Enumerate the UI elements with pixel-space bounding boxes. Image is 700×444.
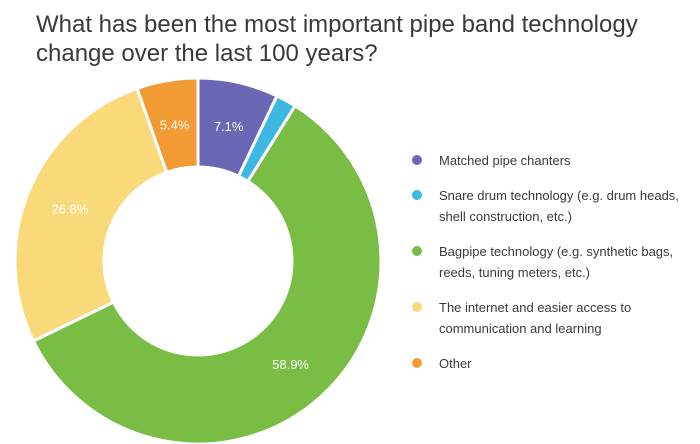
slice-data-label-2: 58.9%	[272, 357, 309, 372]
pie-slice-2	[31, 103, 383, 444]
legend-label: Snare drum technology (e.g. drum heads, …	[439, 188, 679, 224]
legend-swatch	[412, 302, 422, 312]
legend-item[interactable]: Matched pipe chanters	[412, 150, 692, 171]
pie-slice-4	[135, 76, 200, 175]
legend-item[interactable]: Bagpipe technology (e.g. synthetic bags,…	[412, 241, 692, 283]
slice-data-label-3: 26.8%	[51, 201, 88, 216]
chart-legend: Matched pipe chanters Snare drum technolo…	[412, 150, 692, 374]
chart-title: What has been the most important pipe ba…	[36, 11, 638, 67]
legend-swatch	[412, 246, 422, 256]
legend-label: Matched pipe chanters	[439, 153, 571, 168]
legend-label: Other	[439, 356, 472, 371]
slice-data-label-4: 5.4%	[160, 117, 190, 132]
legend-swatch	[412, 358, 422, 368]
legend-item[interactable]: Other	[412, 353, 692, 374]
legend-item[interactable]: The internet and easier access to commun…	[412, 297, 692, 339]
pie-slice-3	[13, 86, 169, 343]
legend-label: The internet and easier access to commun…	[439, 300, 632, 336]
legend-swatch	[412, 190, 422, 200]
legend-label: Bagpipe technology (e.g. synthetic bags,…	[439, 244, 674, 280]
legend-swatch	[412, 155, 422, 165]
slice-data-label-0: 7.1%	[214, 119, 244, 134]
legend-item[interactable]: Snare drum technology (e.g. drum heads, …	[412, 185, 692, 227]
